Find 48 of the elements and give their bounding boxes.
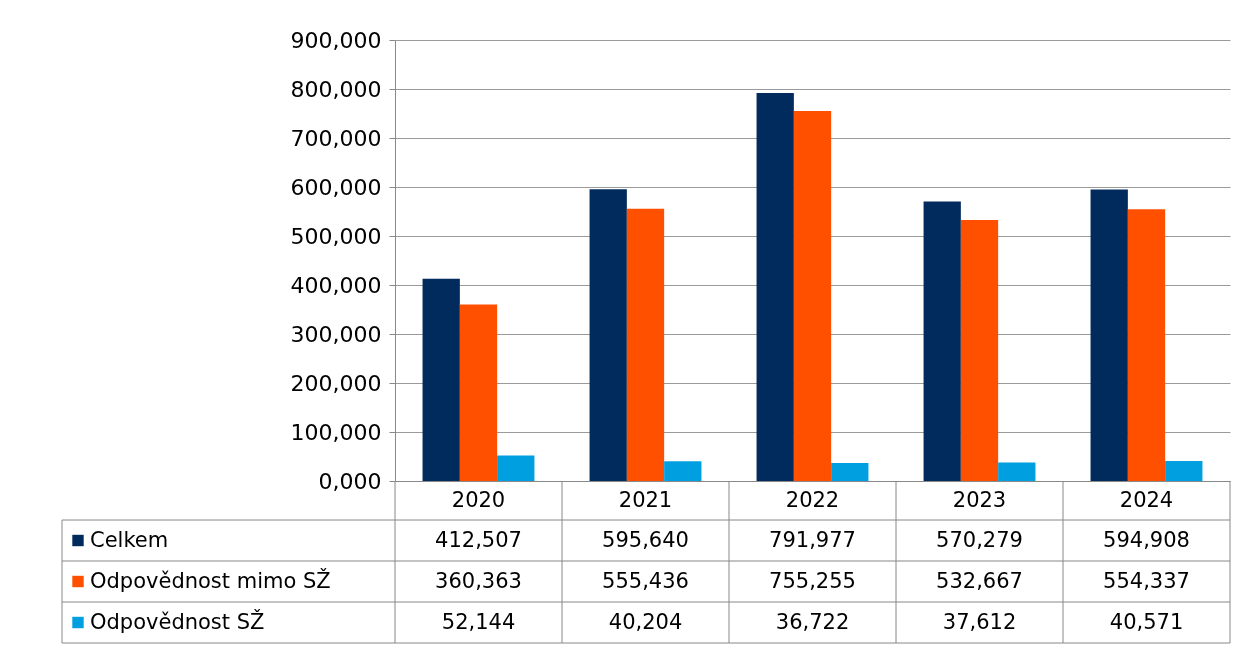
data-label: 570,279	[936, 527, 1023, 552]
data-label: 791,977	[769, 527, 856, 552]
data-label: 555,436	[602, 568, 689, 593]
data-label: 360,363	[435, 568, 522, 593]
bar	[626, 208, 665, 481]
data-label: 40,571	[1109, 609, 1184, 634]
legend-label: Odpovědnost mimo SŽ	[90, 567, 331, 593]
data-label: 412,507	[435, 527, 522, 552]
data-label: 40,204	[608, 609, 683, 634]
bar	[1127, 209, 1166, 481]
x-tick-label: 2024	[1119, 487, 1174, 512]
bar	[497, 455, 535, 481]
x-tick-label: 2022	[785, 487, 840, 512]
data-label: 554,337	[1103, 568, 1190, 593]
data-label: 37,612	[942, 609, 1017, 634]
bar	[923, 201, 961, 481]
bar	[793, 110, 832, 481]
y-tick-label: 300,000	[290, 321, 382, 347]
data-label: 595,640	[602, 527, 689, 552]
y-tick-label: 900,000	[290, 27, 382, 53]
x-tick-label: 2021	[618, 487, 673, 512]
y-tick-label: 800,000	[290, 76, 382, 102]
y-tick-label: 400,000	[290, 272, 382, 298]
y-tick-label: 200,000	[290, 370, 382, 396]
data-label: 36,722	[775, 609, 850, 634]
data-label: 532,667	[936, 568, 1023, 593]
x-tick-label: 2023	[952, 487, 1007, 512]
bar	[831, 463, 869, 481]
bar	[422, 278, 460, 481]
x-tick-label: 2020	[451, 487, 506, 512]
y-tick-label: 700,000	[290, 125, 382, 151]
y-tick-label: 600,000	[290, 174, 382, 200]
bar	[664, 461, 702, 481]
y-tick-label: 0,000	[318, 468, 382, 494]
bar	[1165, 461, 1203, 481]
bar	[1090, 189, 1128, 481]
bar	[589, 189, 627, 481]
y-tick-label: 100,000	[290, 419, 382, 445]
bar	[459, 304, 498, 481]
legend-label: Odpovědnost SŽ	[90, 608, 265, 634]
data-label: 594,908	[1103, 527, 1190, 552]
data-label: 755,255	[769, 568, 856, 593]
data-label: 52,144	[441, 609, 516, 634]
legend-label: Celkem	[90, 527, 169, 552]
y-tick-label: 500,000	[290, 223, 382, 249]
bar	[756, 92, 794, 481]
bar	[998, 462, 1036, 481]
bar	[960, 219, 999, 481]
